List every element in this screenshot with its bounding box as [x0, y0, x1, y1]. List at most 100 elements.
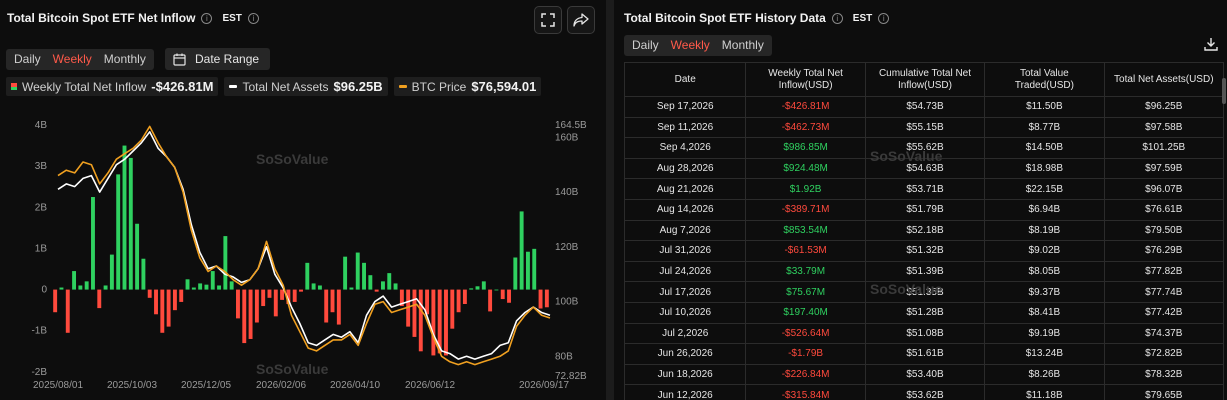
inflow-bar — [185, 279, 190, 290]
y-right-tick-label: 160B — [555, 132, 579, 143]
cell-date: Jul 31,2026 — [623, 240, 747, 262]
inflow-bar — [494, 289, 499, 291]
history-data-panel: Total Bitcoin Spot ETF History Data i ES… — [614, 0, 1227, 400]
inflow-bar — [418, 289, 423, 352]
cell-net-assets: $101.25B — [1103, 137, 1225, 159]
cell-date: Jun 12,2026 — [623, 384, 747, 400]
inflow-bar — [103, 285, 108, 290]
y-right-tick-label: 120B — [555, 242, 579, 253]
table-row[interactable]: Jun 18,2026 -$226.84M $53.40B $8.26B $78.32B — [623, 363, 1225, 386]
cell-net-assets: $72.82B — [1103, 343, 1225, 365]
table-header-row: Date Weekly Total Net Inflow(USD) Cumula… — [623, 62, 1225, 97]
date-range-label: Date Range — [195, 52, 260, 66]
cell-value-traded: $8.19B — [984, 219, 1105, 242]
table-row[interactable]: Jul 2,2026 -$526.64M $51.08B $9.19B $74.37B — [623, 322, 1225, 345]
inflow-bar — [217, 285, 222, 290]
col-net-assets[interactable]: Total Net Assets(USD) — [1103, 62, 1225, 97]
tab-weekly[interactable]: Weekly — [670, 38, 710, 52]
y-right-tick-label: 80B — [555, 351, 573, 362]
info-icon[interactable]: i — [201, 12, 213, 24]
tab-monthly[interactable]: Monthly — [721, 38, 764, 52]
inflow-bar — [147, 289, 152, 298]
share-button[interactable] — [567, 6, 595, 34]
cell-date: Jul 24,2026 — [623, 260, 747, 283]
inflow-swatch — [11, 83, 17, 90]
table-row[interactable]: Sep 17,2026 -$426.81M $54.73B $11.50B $96.25… — [623, 96, 1225, 118]
cell-cumulative: $51.39B — [864, 260, 986, 283]
inflow-bar — [381, 281, 385, 290]
legend-net-inflow[interactable]: Weekly Total Net Inflow -$426.81M — [6, 77, 219, 96]
cell-value-traded: $18.98B — [984, 157, 1105, 180]
inflow-bar — [412, 289, 417, 337]
col-value-traded[interactable]: Total Value Traded(USD) — [984, 62, 1105, 97]
inflow-bar — [172, 289, 177, 311]
inflow-bar — [198, 283, 203, 290]
inflow-bar — [248, 289, 253, 339]
fullscreen-button[interactable] — [534, 6, 562, 34]
inflow-bar — [229, 281, 234, 290]
inflow-bar — [450, 289, 455, 329]
legend-btc-price-value: $76,594.01 — [471, 79, 537, 94]
inflow-bar — [425, 289, 430, 315]
legend-net-inflow-label: Weekly Total Net Inflow — [22, 79, 147, 94]
cell-date: Aug 21,2026 — [623, 178, 747, 200]
inflow-bar — [292, 289, 297, 302]
cell-weekly-inflow: $986.85M — [745, 137, 866, 159]
table-row[interactable]: Sep 11,2026 -$462.73M $55.15B $8.77B $97.58B — [623, 116, 1225, 139]
chart-header: Total Bitcoin Spot ETF Net Inflow i EST … — [7, 11, 259, 25]
inflow-bar — [349, 287, 354, 290]
table-body: Sep 17,2026 -$426.81M $54.73B $11.50B $96.25… — [623, 96, 1225, 400]
info-icon[interactable]: i — [831, 12, 843, 24]
timezone-info-icon[interactable]: i — [878, 12, 890, 24]
timezone-info-icon[interactable]: i — [247, 12, 259, 24]
tab-weekly[interactable]: Weekly — [52, 52, 92, 66]
inflow-bar — [336, 289, 341, 325]
inflow-bar — [507, 289, 511, 303]
cell-weekly-inflow: -$315.84M — [745, 384, 866, 400]
table-row[interactable]: Jun 12,2026 -$315.84M $53.62B $11.18B $79.65… — [623, 384, 1225, 400]
inflow-bar — [91, 197, 95, 290]
inflow-bar — [286, 289, 291, 304]
table-scrollbar[interactable] — [1222, 78, 1226, 104]
tab-monthly[interactable]: Monthly — [103, 52, 146, 66]
left-axis: 4B 3B 2B 1B 0 -1B -2B — [31, 120, 47, 378]
cell-weekly-inflow: $853.54M — [745, 219, 866, 242]
legend-net-assets[interactable]: Total Net Assets $96.25B — [224, 77, 388, 96]
col-cumulative-inflow[interactable]: Cumulative Total Net Inflow(USD) — [864, 62, 986, 97]
x-tick-label: 2025/10/03 — [107, 380, 157, 391]
inflow-bar — [406, 289, 411, 327]
y-right-tick-label: 140B — [555, 187, 579, 198]
cell-weekly-inflow: $75.67M — [745, 281, 866, 303]
cell-date: Jul 10,2026 — [623, 301, 747, 324]
cell-net-assets: $79.50B — [1103, 219, 1225, 242]
fullscreen-icon — [541, 13, 555, 27]
cell-date: Jul 2,2026 — [623, 322, 747, 345]
inflow-bar — [475, 286, 480, 290]
table-row[interactable]: Jun 26,2026 -$1.79B $51.61B $13.24B $72.82B — [623, 343, 1225, 365]
inflow-bar — [78, 285, 83, 290]
table-row[interactable]: Aug 21,2026 $1.92B $53.71B $22.15B $96.07B — [623, 178, 1225, 200]
table-row[interactable]: Jul 10,2026 $197.40M $51.28B $8.41B $77.42B — [623, 301, 1225, 324]
table-row[interactable]: Aug 14,2026 -$389.71M $51.79B $6.94B $76.61B — [623, 198, 1225, 221]
inflow-bar — [456, 289, 461, 313]
inflow-bar — [65, 289, 70, 333]
net-inflow-panel: Total Bitcoin Spot ETF Net Inflow i EST … — [0, 0, 606, 400]
net-inflow-chart[interactable]: SoSoValue SoSoValue 4B 3B 2B 1B 0 -1B -2B 164.… — [0, 108, 606, 400]
table-row[interactable]: Aug 7,2026 $853.54M $52.18B $8.19B $79.50B — [623, 219, 1225, 242]
table-row[interactable]: Jul 24,2026 $33.79M $51.39B $8.05B $77.82B — [623, 260, 1225, 283]
col-date[interactable]: Date — [623, 62, 747, 97]
btc-price-swatch — [398, 85, 407, 88]
table-row[interactable]: Jul 17,2026 $75.67M $51.35B $9.37B $77.74B — [623, 281, 1225, 303]
tab-daily[interactable]: Daily — [632, 38, 659, 52]
legend-btc-price[interactable]: BTC Price $76,594.01 — [393, 77, 542, 96]
cell-value-traded: $9.19B — [984, 322, 1105, 345]
tab-daily[interactable]: Daily — [14, 52, 41, 66]
chart-lines — [57, 125, 551, 366]
x-tick-label: 2025/12/05 — [181, 380, 231, 391]
inflow-bar — [519, 211, 524, 290]
chart-watermark: SoSoValue — [256, 151, 329, 167]
download-icon[interactable] — [1203, 36, 1219, 52]
col-weekly-inflow[interactable]: Weekly Total Net Inflow(USD) — [745, 62, 866, 97]
date-range-button[interactable]: Date Range — [165, 48, 270, 70]
table-row[interactable]: Jul 31,2026 -$61.53M $51.32B $9.02B $76.29B — [623, 240, 1225, 262]
